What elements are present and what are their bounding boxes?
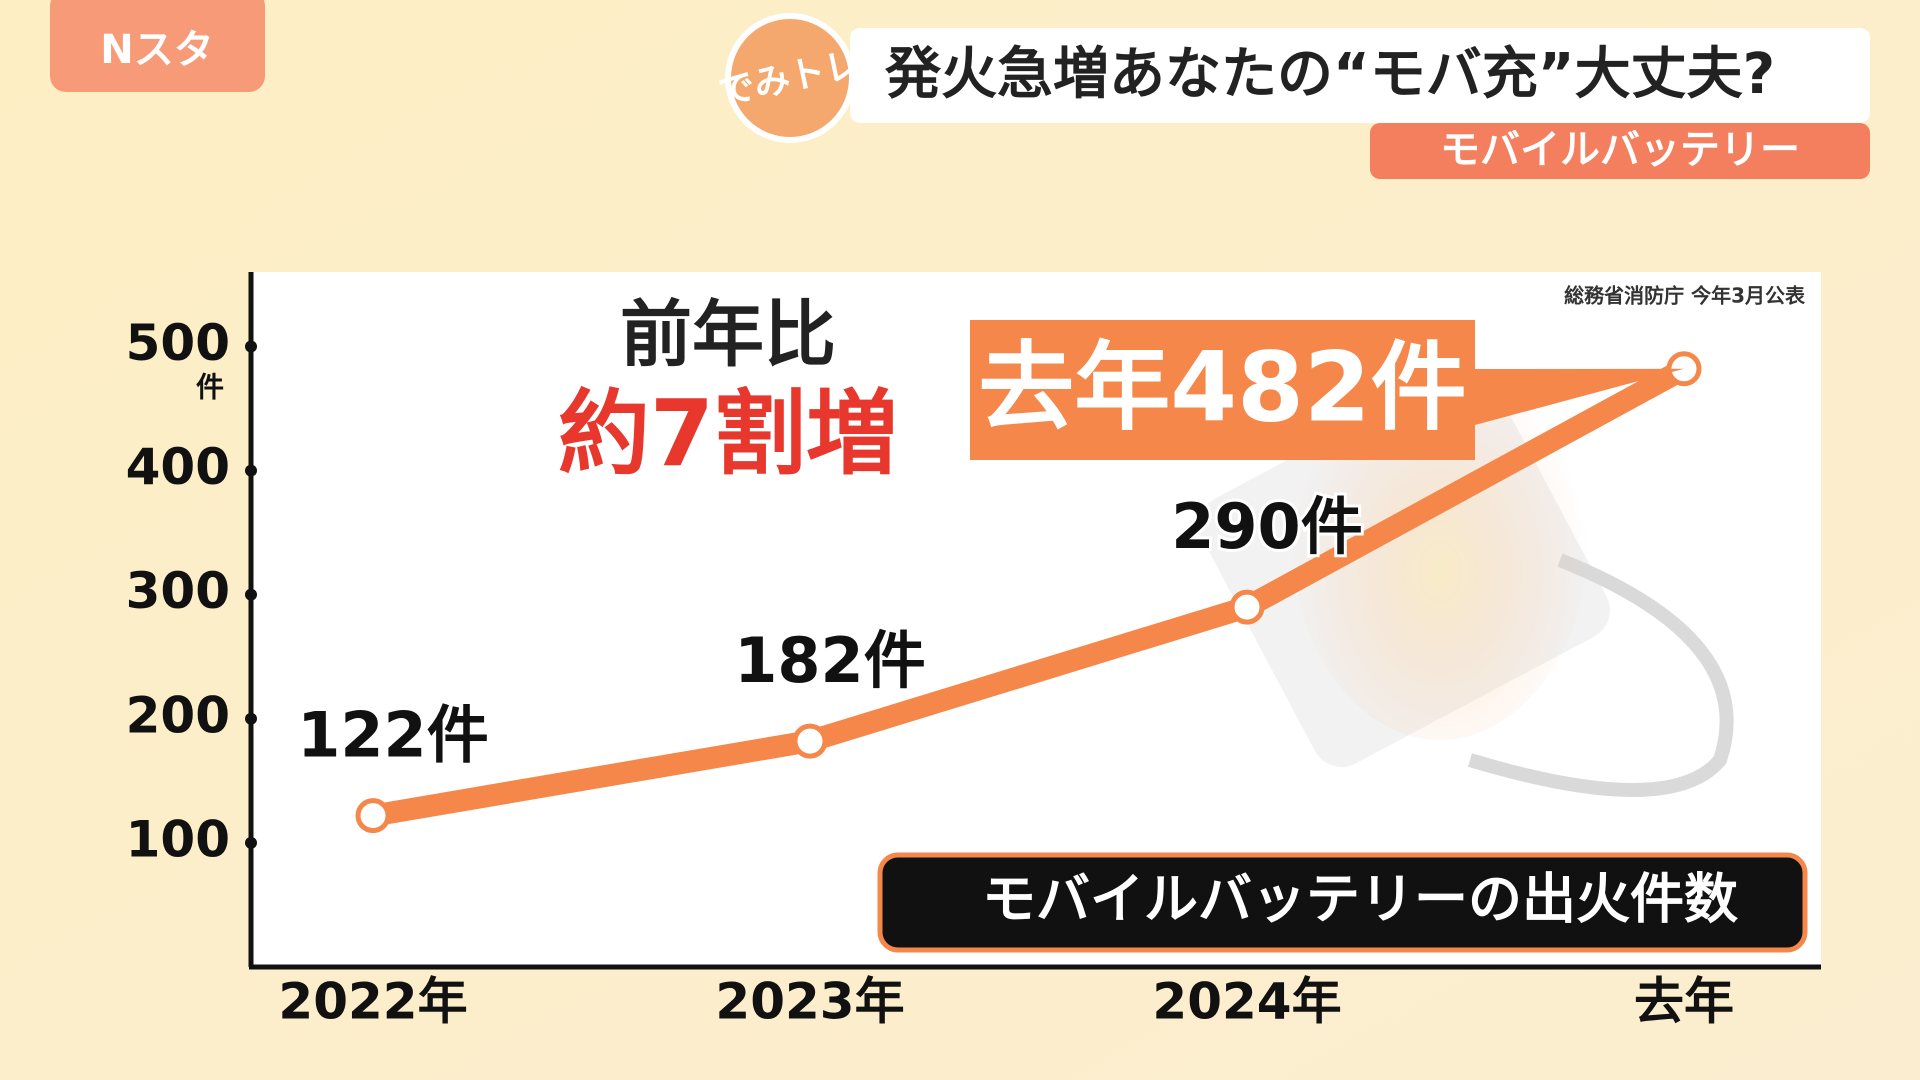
x-tick-label: 2023年 xyxy=(715,973,904,1031)
line xyxy=(371,359,1690,827)
source: 総務省消防庁 今年3月公表 xyxy=(1564,284,1806,308)
y-tick-label: 300 xyxy=(126,562,230,620)
y-tick-label: 100 xyxy=(126,810,230,868)
tick-mark xyxy=(245,836,257,849)
caption-bar xyxy=(877,852,1808,953)
y-unit: 件 xyxy=(196,370,224,403)
tick-mark xyxy=(245,712,257,725)
tick-mark xyxy=(245,464,257,477)
x-tick-label: 2022年 xyxy=(278,973,467,1031)
value-label: 122件 xyxy=(297,699,488,772)
y-tick-label: 200 xyxy=(126,686,230,744)
tick-mark xyxy=(245,340,257,353)
value-label: 去年482件 xyxy=(978,331,1466,443)
badge-circle xyxy=(725,13,855,143)
annotation: 前年比 xyxy=(620,293,836,377)
value-label: 290件 xyxy=(1171,490,1362,563)
subtitle: モバイルバッテリー xyxy=(1440,127,1800,173)
point xyxy=(792,723,828,759)
callout xyxy=(970,320,1684,460)
point xyxy=(355,798,391,834)
tick-mark xyxy=(245,588,257,601)
logo: Nスタ xyxy=(100,27,213,73)
annotation: 約7割増 xyxy=(558,380,898,487)
point xyxy=(1229,589,1265,625)
value-label: 182件 xyxy=(734,624,925,697)
y-tick-label: 500 xyxy=(126,314,230,372)
x-tick-label: 去年 xyxy=(1634,973,1734,1031)
x-tick-label: 2024年 xyxy=(1152,973,1341,1031)
subtitle-banner xyxy=(1370,123,1870,179)
title-banner xyxy=(850,28,1870,123)
title: 発火急増あなたの“モバ充”大丈夫? xyxy=(885,42,1775,107)
y-tick-label: 400 xyxy=(126,438,230,496)
logo-box xyxy=(50,0,265,92)
chart-title: モバイルバッテリーの出火件数 xyxy=(982,868,1738,931)
